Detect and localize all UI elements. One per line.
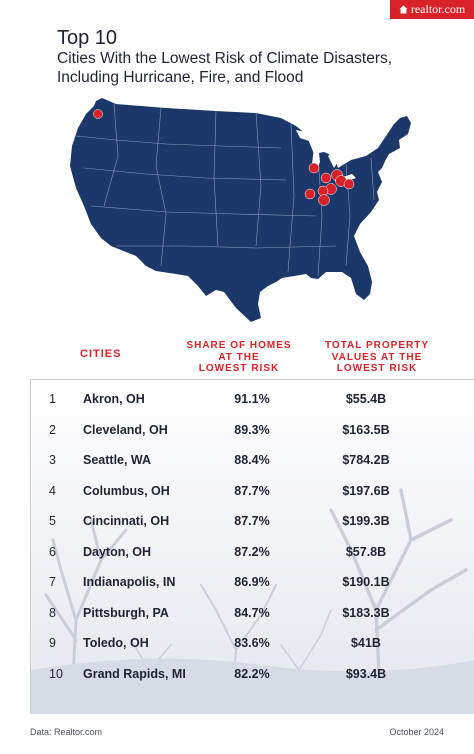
share-value: 83.6% xyxy=(234,636,270,650)
title-block: Top 10 Cities With the Lowest Risk of Cl… xyxy=(57,27,457,87)
total-value: $190.1B xyxy=(342,575,390,589)
table-row[interactable]: 4 Columbus, OH 87.7% $197.6B xyxy=(31,476,474,507)
rank: 5 xyxy=(49,514,56,528)
share-value: 89.3% xyxy=(234,422,270,437)
city-name: Cincinnati, OH xyxy=(83,514,170,528)
table-row[interactable]: 5 Cincinnati, OH 87.7% $199.3B xyxy=(31,506,474,537)
rank: 3 xyxy=(49,453,56,467)
house-icon xyxy=(399,5,408,14)
data-source: Data: Realtor.com xyxy=(30,727,103,737)
table-row[interactable]: 6 Dayton, OH 87.2% $57.8B xyxy=(31,537,474,568)
header-share: SHARE OF HOMES AT THE LOWEST RISK xyxy=(178,340,300,375)
marker-toledo[interactable] xyxy=(320,172,332,184)
footer: Data: Realtor.com October 2024 xyxy=(0,714,474,754)
share-value: 87.7% xyxy=(234,514,270,528)
table-row[interactable]: 7 Indianapolis, IN 86.9% $190.1B xyxy=(31,567,474,598)
total-value: $199.3B xyxy=(342,514,390,528)
realtor-logo[interactable]: realtor.com xyxy=(390,0,474,19)
header-total-line-1: TOTAL PROPERTY xyxy=(324,340,429,351)
total-value: $41B xyxy=(351,636,381,650)
share-value: 87.7% xyxy=(234,483,270,498)
header-cities: CITIES xyxy=(80,348,122,360)
city-name: Akron, OH xyxy=(83,392,145,406)
table-header: CITIES SHARE OF HOMES AT THE LOWEST RISK… xyxy=(0,340,474,376)
rank: 2 xyxy=(49,422,56,437)
total-value: $93.4B xyxy=(345,666,387,681)
share-value: 84.7% xyxy=(234,605,270,620)
us-mainland xyxy=(70,98,411,322)
share-value: 82.2% xyxy=(234,666,270,681)
rank: 9 xyxy=(49,636,56,650)
page-subtitle-line-2: Including Hurricane, Fire, and Flood xyxy=(57,69,304,86)
marker-pittsburgh[interactable] xyxy=(343,178,355,190)
header-total-line-3: LOWEST RISK xyxy=(336,363,418,374)
marker-grand-rapids[interactable] xyxy=(308,162,320,174)
total-value: $163.5B xyxy=(342,422,390,437)
share-value: 91.1% xyxy=(234,392,270,406)
city-name: Indianapolis, IN xyxy=(83,575,176,589)
header-total-line-2: VALUES AT THE xyxy=(331,351,423,363)
publish-date: October 2024 xyxy=(389,727,444,737)
rank: 1 xyxy=(49,392,56,406)
total-value: $197.6B xyxy=(342,483,390,498)
marker-seattle[interactable] xyxy=(93,109,103,119)
share-value: 86.9% xyxy=(234,575,270,589)
city-name: Cleveland, OH xyxy=(83,422,168,437)
city-name: Columbus, OH xyxy=(83,483,170,498)
us-map xyxy=(70,98,411,322)
table-row[interactable]: 3 Seattle, WA 88.4% $784.2B xyxy=(31,445,474,476)
header-share-line-3: LOWEST RISK xyxy=(198,363,280,374)
table-row[interactable]: 2 Cleveland, OH 89.3% $163.5B xyxy=(31,415,474,446)
city-markers xyxy=(93,109,355,206)
table-row[interactable]: 10 Grand Rapids, MI 82.2% $93.4B xyxy=(31,659,474,690)
city-name: Toledo, OH xyxy=(83,636,149,650)
rank: 6 xyxy=(49,544,56,559)
header-share-line-2: AT THE xyxy=(218,351,260,363)
city-name: Pittsburgh, PA xyxy=(83,605,169,620)
table-row[interactable]: 1 Akron, OH 91.1% $55.4B xyxy=(31,384,474,415)
city-name: Grand Rapids, MI xyxy=(83,666,186,681)
marker-indianapolis[interactable] xyxy=(304,188,316,200)
ranking-table: 1 Akron, OH 91.1% $55.4B 2 Cleveland, OH… xyxy=(30,379,474,714)
header-total: TOTAL PROPERTY VALUES AT THE LOWEST RISK xyxy=(313,340,441,375)
rank: 8 xyxy=(49,605,56,620)
share-value: 88.4% xyxy=(234,453,270,467)
brand-name: realtor.com xyxy=(410,2,466,16)
marker-cincinnati[interactable] xyxy=(318,194,330,206)
page-subtitle-line-1: Cities With the Lowest Risk of Climate D… xyxy=(57,50,393,67)
table-row[interactable]: 8 Pittsburgh, PA 84.7% $183.3B xyxy=(31,598,474,629)
total-value: $57.8B xyxy=(345,544,387,559)
share-value: 87.2% xyxy=(234,544,270,559)
rank: 7 xyxy=(49,575,56,589)
rank: 4 xyxy=(49,483,56,498)
city-name: Seattle, WA xyxy=(83,453,152,467)
total-value: $183.3B xyxy=(342,605,390,620)
total-value: $784.2B xyxy=(342,453,390,467)
trees-illustration xyxy=(31,488,474,714)
city-name: Dayton, OH xyxy=(83,544,152,559)
table-row[interactable]: 9 Toledo, OH 83.6% $41B xyxy=(31,628,474,659)
page-title: Top 10 xyxy=(57,27,118,49)
header-share-line-1: SHARE OF HOMES xyxy=(186,340,292,351)
rank: 10 xyxy=(49,666,63,681)
total-value: $55.4B xyxy=(345,392,387,406)
